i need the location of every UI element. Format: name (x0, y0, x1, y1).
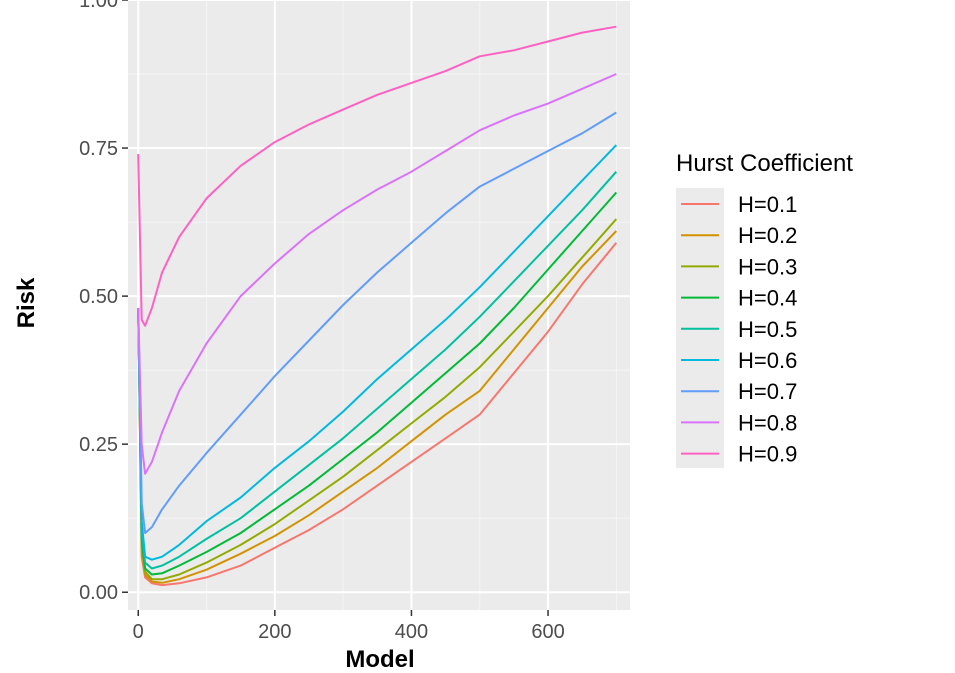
legend: Hurst Coefficient H=0.1H=0.2H=0.3H=0.4H=… (676, 150, 853, 468)
plot-panel (128, 0, 630, 610)
y-axis: 0.00 0.25 0.50 0.75 1.00 (79, 0, 128, 604)
series-line-9 (137, 25, 617, 327)
y-tick-label: 0.75 (79, 138, 118, 160)
series-line-7 (137, 111, 617, 534)
series-line-3 (137, 218, 618, 581)
x-tick-label: 600 (531, 621, 564, 643)
legend-label-4: H=0.4 (738, 286, 797, 311)
series-lines (137, 25, 618, 587)
series-line-1 (137, 242, 618, 587)
legend-label-7: H=0.7 (738, 379, 797, 404)
y-tick-label: 0.50 (79, 286, 118, 308)
x-axis-title: Model (345, 646, 414, 673)
legend-label-9: H=0.9 (738, 442, 797, 467)
legend-items: H=0.1 H=0.2 H=0.3 H=0.4 H=0.5 H=0.6 H=0.7 H=0.8… (681, 192, 797, 467)
legend-label-8: H=0.8 (738, 410, 797, 435)
y-tick-label: 1.00 (79, 0, 118, 12)
x-tick-label: 200 (258, 621, 291, 643)
series-line-5 (137, 171, 618, 570)
series-line-8 (137, 73, 617, 475)
x-axis: 0 200 400 600 (133, 610, 565, 643)
x-tick-label: 400 (395, 621, 428, 643)
legend-title: Hurst Coefficient (676, 150, 853, 177)
legend-label-6: H=0.6 (738, 348, 797, 373)
legend-label-3: H=0.3 (738, 254, 797, 279)
y-tick-label: 0.25 (79, 434, 118, 456)
x-tick-label: 0 (133, 621, 144, 643)
legend-label-5: H=0.5 (738, 317, 797, 342)
y-axis-title: Risk (13, 277, 40, 328)
series-line-2 (137, 230, 618, 584)
legend-label-2: H=0.2 (738, 223, 797, 248)
legend-label-1: H=0.1 (738, 192, 797, 217)
grid-major (128, 0, 630, 610)
y-tick-label: 0.00 (79, 582, 118, 604)
series-line-4 (137, 191, 618, 576)
series-line-6 (137, 144, 618, 561)
